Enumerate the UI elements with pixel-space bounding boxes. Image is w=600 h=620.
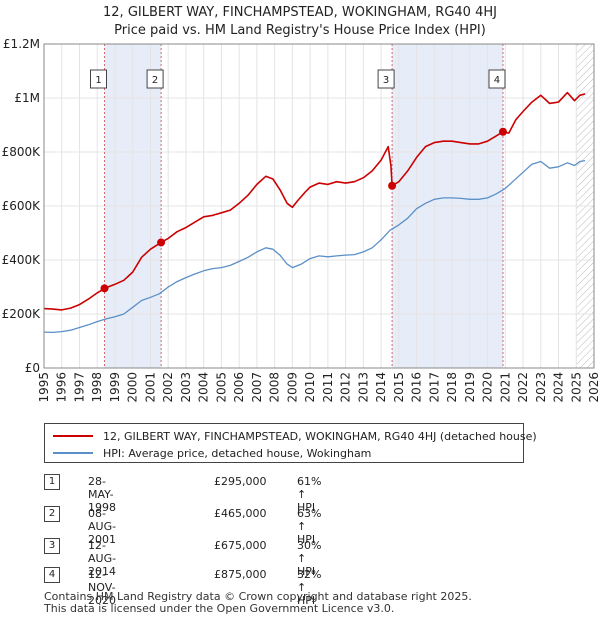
series-line-hpi (43, 159, 586, 334)
x-tick-label: 2023 (534, 372, 548, 403)
transaction-date: 12-AUG-2014 (88, 539, 117, 578)
transaction-point (100, 284, 109, 293)
x-tick-label: 2025 (569, 372, 583, 403)
x-tick-label: 2010 (303, 372, 317, 403)
x-tick-label: 1997 (72, 372, 86, 403)
transaction-date: 08-AUG-2001 (88, 507, 117, 546)
legend-swatch-property (53, 435, 93, 437)
plot-frame (43, 43, 595, 369)
transaction-point (388, 181, 397, 190)
transaction-label-box: 3 (377, 69, 395, 89)
transaction-point (498, 127, 507, 136)
y-tick-label: £1M (14, 91, 40, 105)
transaction-label-frame (90, 69, 107, 89)
transaction-label-frame (146, 69, 164, 89)
transaction-label-frame (488, 69, 506, 89)
x-tick-label: 2004 (197, 372, 211, 403)
transaction-label-number: 1 (95, 75, 101, 86)
x-tick-label: 2026 (587, 372, 600, 403)
x-tick-label: 2021 (498, 372, 512, 403)
transaction-hpi: 30% ↑ HPI (297, 539, 322, 578)
transaction-number: 2 (44, 506, 60, 522)
transaction-label-number: 2 (152, 75, 158, 86)
transaction-date: 12-NOV-2020 (88, 568, 116, 607)
x-tick-label: 2000 (126, 372, 140, 403)
x-tick-label: 2007 (250, 372, 264, 403)
transaction-price: £295,000 (214, 475, 267, 488)
transaction-number: 4 (44, 567, 60, 583)
x-tick-label: 2008 (268, 372, 282, 403)
x-tick-label: 1996 (55, 372, 69, 403)
x-tick-label: 2015 (392, 372, 406, 403)
x-tick-label: 2022 (516, 372, 530, 403)
x-tick-label: 2017 (427, 372, 441, 403)
transaction-number: 1 (44, 474, 60, 490)
y-tick-label: £200K (2, 307, 42, 321)
transaction-label-box: 1 (90, 69, 107, 89)
transaction-label-box: 2 (146, 69, 164, 89)
y-tick-label: £800K (2, 145, 42, 159)
x-tick-label: 2020 (481, 372, 495, 403)
transaction-label-number: 4 (494, 75, 500, 86)
transaction-hpi: 61% ↑ HPI (297, 475, 322, 514)
x-tick-label: 2005 (214, 372, 228, 403)
transaction-label-number: 3 (383, 75, 389, 86)
x-tick-label: 2019 (463, 372, 477, 403)
transaction-number: 3 (44, 538, 60, 554)
footer-copyright: Contains HM Land Registry data © Crown c… (44, 590, 472, 603)
transaction-price: £875,000 (214, 568, 267, 581)
transaction-point (157, 238, 166, 247)
transaction-hpi: 32% ↑ HPI (297, 568, 322, 607)
transaction-label-box: 4 (488, 69, 506, 89)
x-tick-label: 2014 (374, 372, 388, 403)
transaction-price: £675,000 (214, 539, 267, 552)
x-tick-label: 2002 (161, 372, 175, 403)
x-tick-label: 2013 (356, 372, 370, 403)
chart-title: 12, GILBERT WAY, FINCHAMPSTEAD, WOKINGHA… (103, 5, 497, 20)
y-tick-label: £600K (2, 199, 42, 213)
y-tick-label: £1.2M (3, 37, 40, 51)
legend-label-property: 12, GILBERT WAY, FINCHAMPSTEAD, WOKINGHA… (103, 429, 537, 443)
transaction-label-frame (377, 69, 395, 89)
x-tick-label: 2001 (143, 372, 157, 403)
legend-item-hpi: HPI: Average price, detached house, Woki… (53, 444, 371, 462)
x-tick-label: 2006 (232, 372, 246, 403)
legend-swatch-hpi (53, 452, 93, 454)
x-tick-label: 2011 (321, 372, 335, 403)
x-tick-label: 2012 (339, 372, 353, 403)
y-tick-label: £0 (25, 361, 40, 375)
y-tick-label: £400K (2, 253, 42, 267)
legend-item-property: 12, GILBERT WAY, FINCHAMPSTEAD, WOKINGHA… (53, 427, 537, 445)
x-tick-label: 2018 (445, 372, 459, 403)
x-tick-label: 2003 (179, 372, 193, 403)
footer-licence: This data is licensed under the Open Gov… (44, 602, 395, 615)
transaction-date: 28-MAY-1998 (88, 475, 116, 514)
transaction-price: £465,000 (214, 507, 267, 520)
legend-label-hpi: HPI: Average price, detached house, Woki… (103, 446, 372, 460)
legend: 12, GILBERT WAY, FINCHAMPSTEAD, WOKINGHA… (44, 423, 537, 463)
chart-subtitle: Price paid vs. HM Land Registry's House … (114, 23, 486, 38)
x-tick-label: 2016 (410, 372, 424, 403)
transaction-hpi: 63% ↑ HPI (297, 507, 322, 546)
x-tick-label: 1995 (37, 372, 51, 403)
x-tick-label: 2024 (552, 372, 566, 403)
x-tick-label: 1999 (108, 372, 122, 403)
x-tick-label: 1998 (90, 372, 104, 403)
x-tick-label: 2009 (285, 372, 299, 403)
